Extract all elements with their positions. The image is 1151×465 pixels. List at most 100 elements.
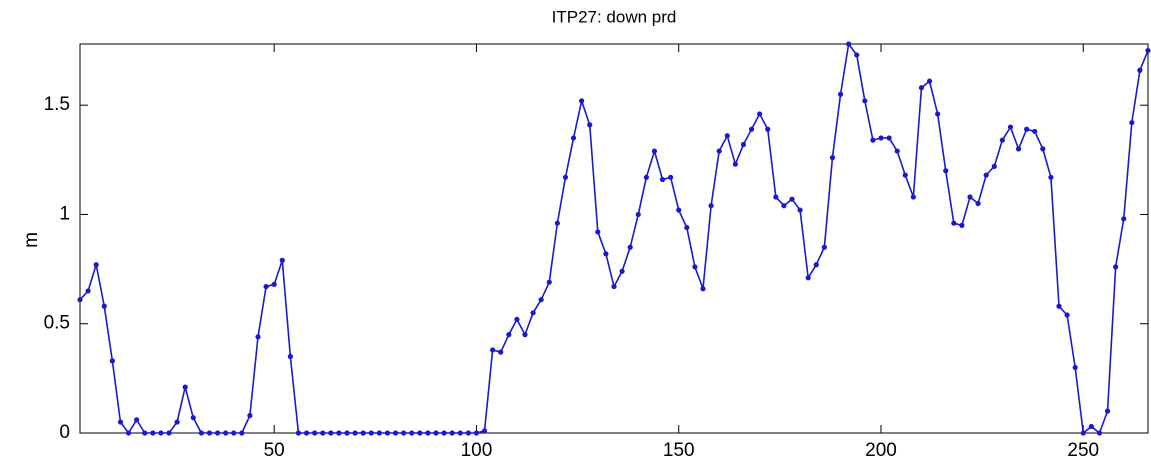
data-point — [1104, 408, 1111, 414]
data-point — [1024, 126, 1030, 132]
data-point — [611, 283, 617, 290]
data-point — [271, 281, 277, 287]
data-point — [587, 122, 593, 128]
data-point — [1145, 47, 1151, 54]
y-tick-label: 0.5 — [44, 313, 70, 334]
data-point — [619, 268, 625, 274]
data-point — [1088, 423, 1094, 430]
data-point — [409, 430, 415, 436]
data-point — [287, 353, 293, 360]
data-point — [263, 283, 269, 290]
data-point — [530, 310, 536, 316]
data-point — [910, 194, 916, 200]
data-point — [935, 111, 941, 117]
data-point — [894, 148, 900, 154]
data-point — [878, 135, 884, 141]
data-point — [93, 262, 99, 268]
data-point — [158, 430, 164, 436]
data-point — [392, 430, 399, 436]
data-point — [247, 412, 253, 419]
data-point — [603, 251, 609, 257]
x-tick-label: 200 — [865, 440, 897, 461]
data-point — [295, 430, 302, 436]
y-axis-label: m — [21, 232, 42, 248]
x-tick-label: 150 — [663, 440, 695, 461]
data-point — [570, 135, 577, 141]
x-tick-label: 100 — [461, 440, 493, 461]
data-point — [166, 430, 172, 436]
data-point — [214, 430, 221, 436]
data-point — [1113, 264, 1119, 270]
data-point — [182, 384, 188, 390]
data-point — [999, 137, 1005, 143]
data-point — [1040, 146, 1046, 152]
data-point — [506, 332, 512, 338]
data-point — [320, 430, 326, 436]
data-point — [700, 286, 706, 292]
data-point — [473, 430, 480, 436]
data-point — [303, 430, 310, 436]
data-point — [781, 203, 787, 209]
data-point — [967, 194, 973, 200]
data-point — [514, 316, 520, 322]
x-tick-label: 250 — [1067, 440, 1099, 461]
data-point — [134, 417, 140, 423]
data-point — [846, 41, 852, 47]
data-point — [635, 211, 641, 218]
data-point — [1056, 303, 1062, 309]
data-point — [312, 430, 318, 436]
data-point — [279, 257, 285, 263]
data-point — [352, 430, 358, 436]
data-point — [1072, 364, 1078, 371]
data-point — [1048, 174, 1054, 180]
data-point — [190, 415, 196, 421]
data-point — [142, 430, 148, 436]
data-point — [740, 141, 747, 148]
data-point — [854, 52, 860, 58]
data-point — [959, 222, 965, 228]
y-tick-label: 1 — [59, 203, 70, 224]
data-point — [522, 332, 528, 338]
data-point — [870, 137, 876, 143]
data-point — [223, 430, 229, 436]
y-tick-label: 0 — [59, 422, 70, 443]
data-point — [255, 334, 261, 340]
data-point — [627, 244, 633, 250]
data-point — [198, 430, 204, 436]
data-point — [1129, 120, 1135, 126]
data-point — [732, 161, 738, 167]
data-point — [125, 430, 132, 436]
data-point — [789, 196, 795, 202]
x-tick-label: 50 — [264, 440, 285, 461]
data-point — [708, 203, 714, 209]
data-point — [926, 78, 933, 84]
data-point — [417, 430, 423, 436]
data-point — [328, 430, 334, 436]
data-point — [668, 174, 674, 180]
data-point — [384, 430, 391, 436]
data-point — [595, 229, 601, 235]
data-point — [837, 91, 844, 97]
data-point — [85, 288, 91, 294]
data-point — [805, 275, 811, 281]
data-point — [481, 428, 488, 434]
data-point — [748, 126, 755, 132]
data-point — [951, 220, 957, 226]
data-point — [943, 168, 949, 174]
data-point — [206, 430, 213, 436]
data-point — [109, 358, 115, 364]
data-point — [991, 163, 997, 169]
data-point — [829, 155, 836, 161]
data-point — [1032, 128, 1038, 135]
data-point — [797, 207, 803, 213]
data-point — [813, 262, 819, 268]
data-point — [1096, 430, 1103, 436]
data-point — [344, 430, 350, 436]
plot-frame — [79, 43, 1149, 434]
y-tick-label: 1.5 — [44, 94, 70, 115]
data-point — [716, 148, 722, 154]
data-point — [1007, 124, 1014, 130]
data-point — [659, 176, 666, 183]
data-point — [886, 135, 892, 141]
data-point — [1137, 67, 1143, 73]
